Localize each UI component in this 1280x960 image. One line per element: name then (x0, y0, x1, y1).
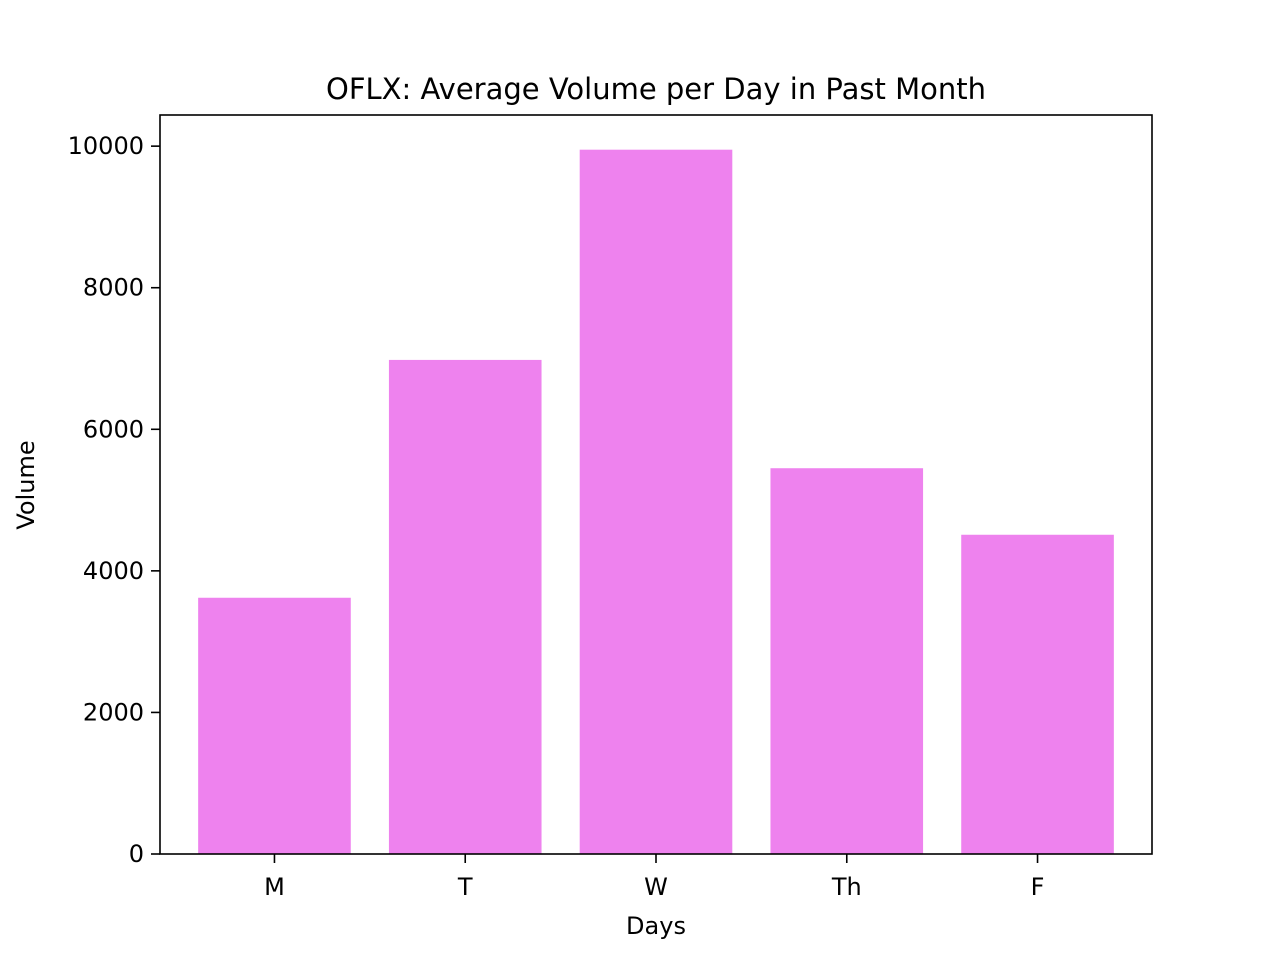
x-tick-label-f: F (1031, 873, 1045, 901)
y-tick-label: 0 (129, 840, 144, 868)
y-tick-label: 2000 (83, 698, 144, 726)
y-tick-label: 6000 (83, 415, 144, 443)
bars-group (198, 149, 1114, 854)
bar-m (198, 597, 351, 854)
plot-frame (159, 114, 1153, 855)
bar-w (579, 149, 733, 854)
y-axis-ticks: 0 2000 4000 6000 8000 10000 (68, 132, 160, 868)
bar-th (770, 468, 924, 854)
x-axis-label: Days (626, 912, 686, 940)
y-tick-label: 8000 (83, 274, 144, 302)
chart-title: OFLX: Average Volume per Day in Past Mon… (326, 72, 986, 106)
x-tick-label-w: W (644, 873, 668, 901)
x-axis-ticks: M T W Th F (264, 854, 1044, 901)
y-tick-label: 10000 (68, 132, 144, 160)
y-axis-label: Volume (12, 440, 40, 529)
x-tick-label-th: Th (831, 873, 862, 901)
bar-t (388, 359, 542, 854)
y-tick-label: 4000 (83, 557, 144, 585)
x-tick-label-t: T (457, 873, 473, 901)
bar-f (961, 534, 1114, 854)
x-tick-label-m: M (264, 873, 285, 901)
